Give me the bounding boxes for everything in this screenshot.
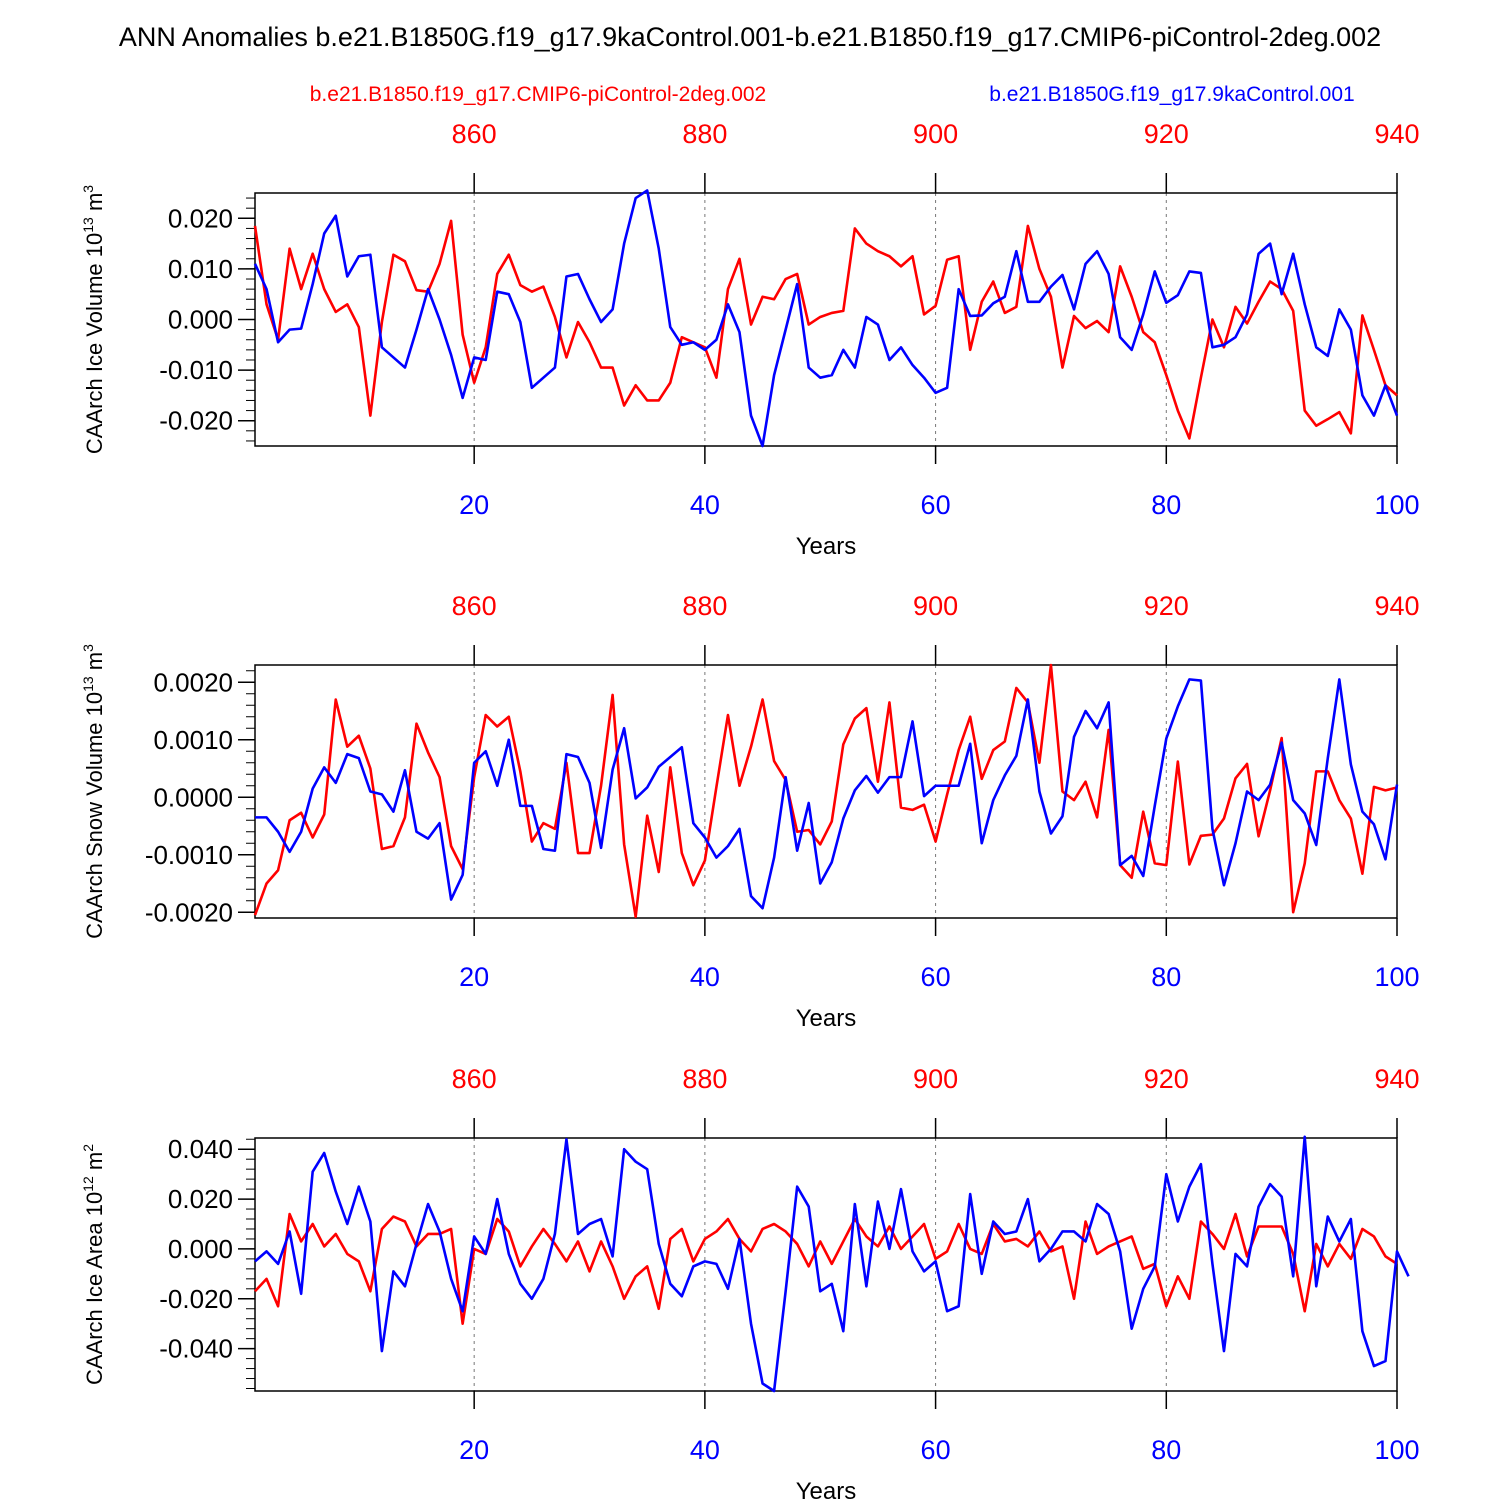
x-top-tick-label: 940 — [1374, 591, 1419, 621]
x-top-tick-label: 940 — [1374, 119, 1419, 149]
y-axis-label-exp: 12 — [80, 1176, 96, 1192]
panel-ice-area: -0.040 -0.020 0.000 0.020 0.040 20 40 60 80 100 86… — [80, 1064, 1420, 1500]
y-tick-label: -0.040 — [159, 1334, 233, 1364]
series-line-blue — [255, 678, 1399, 910]
y-tick-label: -0.0010 — [145, 840, 233, 870]
x-axis-label: Years — [796, 1005, 857, 1032]
y-axis-label-unit: m — [82, 193, 107, 217]
y-axis-label-exp: 13 — [80, 217, 96, 233]
y-tick-label: -0.0020 — [145, 897, 233, 927]
x-bottom-tick-label: 60 — [921, 1435, 951, 1465]
x-top-tick-label: 900 — [913, 119, 958, 149]
series-line-blue — [253, 189, 1399, 448]
y-axis-label-base: CAArch Ice Volume 10 — [82, 233, 107, 454]
x-top-tick-label: 880 — [682, 591, 727, 621]
y-tick-label: 0.0010 — [153, 725, 233, 755]
y-tick-label: 0.020 — [168, 203, 233, 233]
y-axis-label-unit-exp: 2 — [80, 1144, 96, 1152]
x-bottom-tick-label: 80 — [1151, 962, 1181, 992]
y-axis-label: CAArch Snow Volume 1013 m3 — [80, 644, 107, 939]
x-top-tick-label: 860 — [452, 591, 497, 621]
x-bottom-tick-label: 20 — [459, 962, 489, 992]
x-bottom-tick-label: 80 — [1151, 1435, 1181, 1465]
x-bottom-tick-label: 80 — [1151, 490, 1181, 520]
y-axis-label-exp: 13 — [80, 676, 96, 692]
y-axis-label-unit-exp: 3 — [80, 644, 96, 652]
y-tick-label: 0.0000 — [153, 782, 233, 812]
y-tick-label: -0.020 — [159, 1284, 233, 1314]
y-tick-label: 0.0020 — [153, 667, 233, 697]
x-top-tick-label: 920 — [1144, 1064, 1189, 1094]
x-bottom-tick-label: 40 — [690, 490, 720, 520]
y-axis-label: CAArch Ice Area 1012 m2 — [80, 1144, 107, 1385]
x-bottom-tick-label: 20 — [459, 1435, 489, 1465]
x-bottom-tick-label: 40 — [690, 962, 720, 992]
y-axis-label-unit-exp: 3 — [80, 185, 96, 193]
x-top-tick-label: 880 — [682, 119, 727, 149]
legend: b.e21.B1850.f19_g17.CMIP6-piControl-2deg… — [310, 83, 1355, 106]
y-axis-label-unit: m — [82, 1152, 107, 1176]
y-tick-label: 0.010 — [168, 254, 233, 284]
panel-ice-volume: -0.020 -0.010 0.000 0.010 0.020 20 40 60 80 100 86… — [80, 119, 1420, 560]
x-top-tick-label: 920 — [1144, 119, 1189, 149]
y-axis-label: CAArch Ice Volume 1013 m3 — [80, 185, 107, 454]
plot-frame — [254, 1137, 1398, 1392]
x-bottom-tick-label: 40 — [690, 1435, 720, 1465]
y-tick-label: -0.020 — [159, 406, 233, 436]
x-bottom-tick-label: 60 — [921, 490, 951, 520]
y-tick-label: 0.040 — [168, 1134, 233, 1164]
x-bottom-tick-label: 60 — [921, 962, 951, 992]
plot-frame — [254, 192, 1398, 447]
series-line-red — [253, 219, 1398, 440]
y-tick-label: -0.010 — [159, 355, 233, 385]
x-bottom-tick-label: 20 — [459, 490, 489, 520]
series-line-red — [253, 663, 1398, 919]
x-axis-label: Years — [796, 533, 857, 560]
x-top-tick-label: 900 — [913, 591, 958, 621]
legend-red-label: b.e21.B1850.f19_g17.CMIP6-piControl-2deg… — [310, 83, 766, 106]
x-bottom-tick-label: 100 — [1374, 1435, 1419, 1465]
x-axis-label: Years — [796, 1478, 857, 1500]
y-tick-label: 0.000 — [168, 305, 233, 335]
legend-blue-label: b.e21.B1850G.f19_g17.9kaControl.001 — [989, 83, 1354, 106]
y-axis-label-base: CAArch Snow Volume 10 — [82, 692, 107, 939]
y-axis-label-unit: m — [82, 652, 107, 676]
y-tick-label: 0.020 — [168, 1184, 233, 1214]
series-line-red — [254, 1212, 1398, 1325]
panel-snow-volume: -0.0020 -0.0010 0.0000 0.0010 0.0020 20 40 60 80… — [80, 591, 1420, 1032]
y-axis-label-base: CAArch Ice Area 10 — [82, 1192, 107, 1385]
series-line-blue — [254, 1135, 1410, 1393]
x-top-tick-label: 900 — [913, 1064, 958, 1094]
chart-title: ANN Anomalies b.e21.B1850G.f19_g17.9kaCo… — [119, 22, 1381, 52]
x-bottom-tick-label: 100 — [1374, 490, 1419, 520]
x-top-tick-label: 940 — [1374, 1064, 1419, 1094]
x-top-tick-label: 860 — [452, 1064, 497, 1094]
x-top-tick-label: 860 — [452, 119, 497, 149]
x-bottom-tick-label: 100 — [1374, 962, 1419, 992]
x-top-tick-label: 880 — [682, 1064, 727, 1094]
y-tick-label: 0.000 — [168, 1234, 233, 1264]
x-top-tick-label: 920 — [1144, 591, 1189, 621]
